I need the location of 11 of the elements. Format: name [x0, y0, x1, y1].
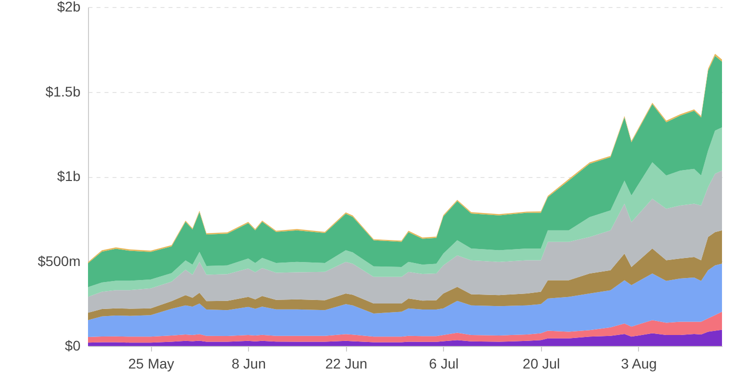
x-tick-label: 6 Jul: [429, 356, 459, 372]
y-tick-label: $2b: [57, 0, 81, 14]
x-tick-label: 20 Jul: [522, 356, 560, 372]
x-tick-label: 25 May: [128, 356, 174, 372]
y-tick-label: $0: [64, 338, 81, 354]
y-tick-label: $1b: [57, 168, 81, 184]
x-tick-label: 22 Jun: [325, 356, 368, 372]
y-tick-label: $1.5b: [45, 83, 81, 100]
x-tick-label: 8 Jun: [232, 356, 266, 372]
x-tick-label: 3 Aug: [620, 356, 657, 372]
y-tick-label: $500m: [38, 252, 80, 269]
